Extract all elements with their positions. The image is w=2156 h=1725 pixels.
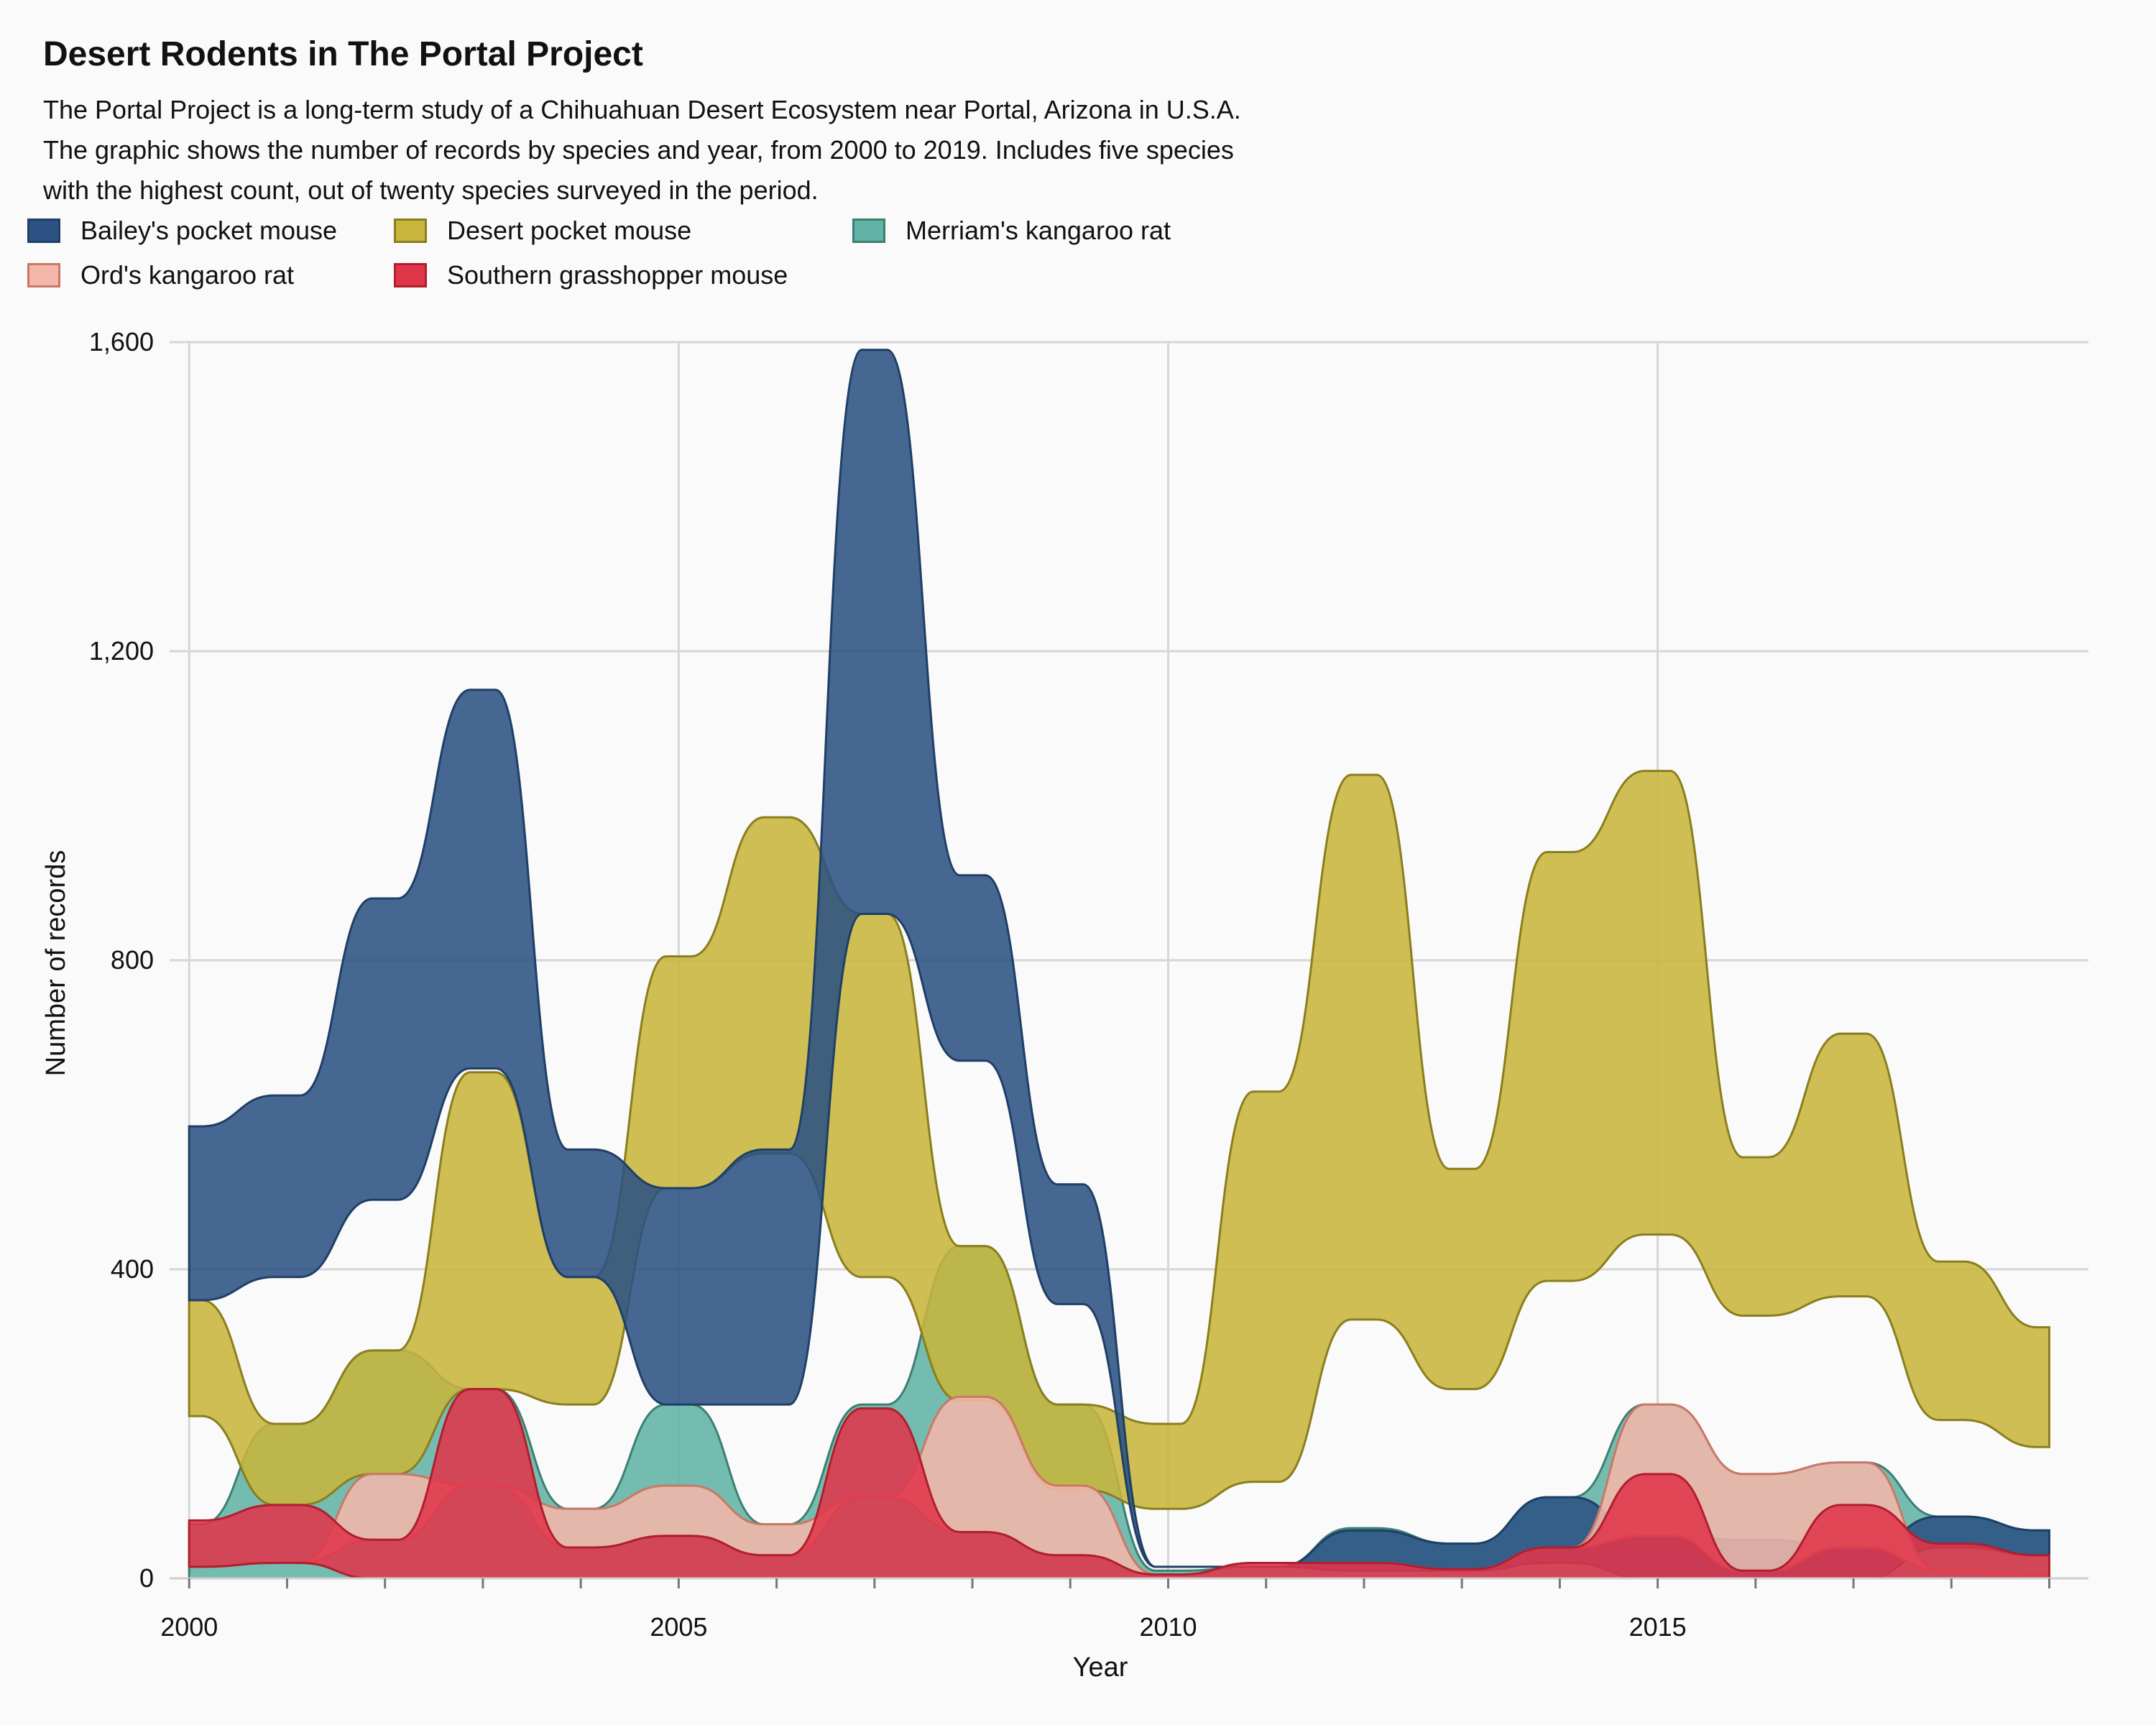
legend-item[interactable]: Desert pocket mouse bbox=[394, 216, 691, 246]
y-tick-label: 400 bbox=[111, 1254, 154, 1284]
legend-item[interactable]: Ord's kangaroo rat bbox=[27, 260, 294, 290]
legend-item[interactable]: Bailey's pocket mouse bbox=[27, 216, 337, 246]
legend-item[interactable]: Southern grasshopper mouse bbox=[394, 260, 788, 290]
legend-label: Desert pocket mouse bbox=[447, 216, 692, 245]
x-tick-label: 2010 bbox=[1139, 1612, 1197, 1642]
subtitle-line: The Portal Project is a long-term study … bbox=[43, 95, 1241, 124]
x-tick-label: 2015 bbox=[1629, 1612, 1687, 1642]
chart-title: Desert Rodents in The Portal Project bbox=[43, 35, 643, 73]
y-tick-label: 1,200 bbox=[89, 636, 154, 666]
x-tick-label: 2000 bbox=[160, 1612, 218, 1642]
y-tick-label: 0 bbox=[139, 1563, 154, 1593]
y-tick-label: 1,600 bbox=[89, 327, 154, 356]
legend-swatch bbox=[394, 263, 427, 288]
x-tick-label: 2005 bbox=[650, 1612, 707, 1642]
legend-item[interactable]: Merriam's kangaroo rat bbox=[852, 216, 1171, 246]
chart-subtitle: The Portal Project is a long-term study … bbox=[43, 90, 1552, 211]
y-tick-label: 800 bbox=[111, 945, 154, 975]
legend-swatch bbox=[394, 218, 427, 243]
legend-swatch bbox=[27, 218, 60, 243]
x-axis-label: Year bbox=[1073, 1652, 1128, 1683]
legend-label: Ord's kangaroo rat bbox=[80, 260, 295, 290]
legend-swatch bbox=[27, 263, 60, 288]
legend: Bailey's pocket mouse Desert pocket mous… bbox=[27, 216, 1465, 309]
legend-label: Merriam's kangaroo rat bbox=[906, 216, 1171, 245]
subtitle-line: The graphic shows the number of records … bbox=[43, 135, 1234, 165]
legend-swatch bbox=[852, 218, 885, 243]
legend-label: Bailey's pocket mouse bbox=[80, 216, 338, 245]
y-axis-label: Number of records bbox=[41, 850, 71, 1077]
area-desert-pocket-mouse bbox=[188, 770, 2050, 1510]
subtitle-line: with the highest count, out of twenty sp… bbox=[43, 175, 819, 205]
legend-label: Southern grasshopper mouse bbox=[447, 260, 788, 290]
